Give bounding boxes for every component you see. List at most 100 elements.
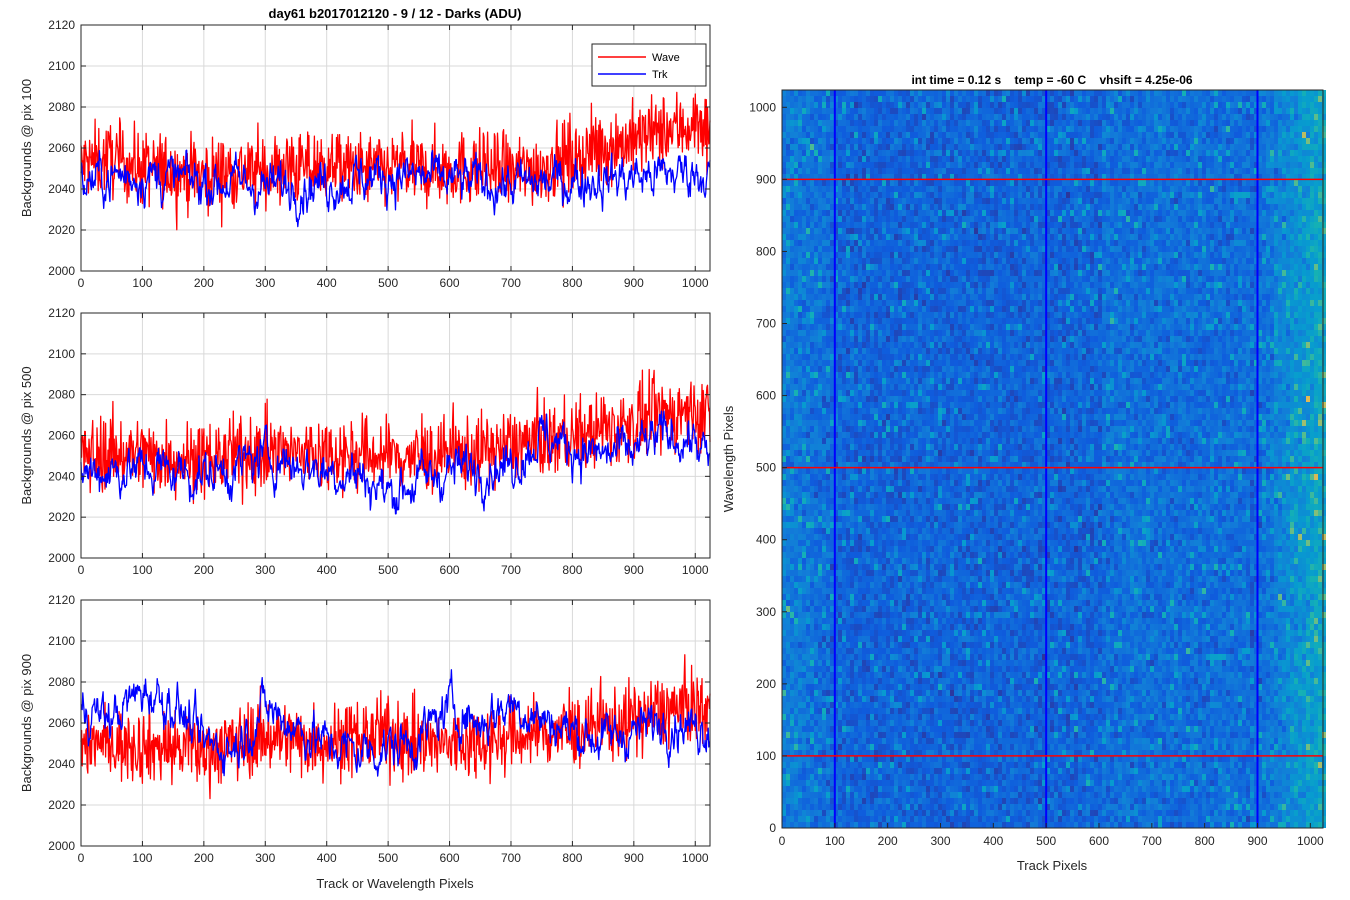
heatmap-cell bbox=[1310, 276, 1314, 282]
heatmap-cell bbox=[1158, 258, 1162, 264]
heatmap-cell bbox=[1178, 150, 1182, 156]
heatmap-cell bbox=[942, 234, 946, 240]
heatmap-cell bbox=[874, 156, 878, 162]
heatmap-cell bbox=[810, 108, 814, 114]
heatmap-cell bbox=[1198, 210, 1202, 216]
heatmap-cell bbox=[1114, 270, 1118, 276]
heatmap-cell bbox=[1162, 234, 1166, 240]
heatmap-cell bbox=[1146, 168, 1150, 174]
heatmap-cell bbox=[814, 114, 818, 120]
heatmap-cell bbox=[866, 288, 870, 294]
heatmap-cell bbox=[842, 150, 846, 156]
heatmap-cell bbox=[1322, 276, 1326, 282]
heatmap-cell bbox=[938, 258, 942, 264]
heatmap-cell bbox=[1006, 204, 1010, 210]
heatmap-cell bbox=[1134, 174, 1138, 180]
heatmap-cell bbox=[1094, 126, 1098, 132]
heatmap-cell bbox=[970, 150, 974, 156]
heatmap-cell bbox=[1010, 144, 1014, 150]
heatmap-cell bbox=[814, 246, 818, 252]
heatmap-cell bbox=[1158, 198, 1162, 204]
heatmap-cell bbox=[1058, 198, 1062, 204]
heatmap-cell bbox=[1134, 114, 1138, 120]
heatmap-cell bbox=[1034, 294, 1038, 300]
heatmap-cell bbox=[1246, 120, 1250, 126]
heatmap-cell bbox=[914, 174, 918, 180]
heatmap-cell bbox=[1226, 282, 1230, 288]
heatmap-cell bbox=[978, 186, 982, 192]
heatmap-cell bbox=[1302, 132, 1306, 138]
heatmap-cell bbox=[1266, 180, 1270, 186]
heatmap-cell bbox=[1078, 96, 1082, 102]
heatmap-cell bbox=[1074, 174, 1078, 180]
heatmap-cell bbox=[1058, 216, 1062, 222]
heatmap-cell bbox=[1250, 252, 1254, 258]
heatmap-cell bbox=[1258, 210, 1262, 216]
heatmap-cell bbox=[1254, 90, 1258, 96]
heatmap-cell bbox=[1238, 204, 1242, 210]
heatmap-cell bbox=[974, 264, 978, 270]
x-tick-label: 200 bbox=[194, 851, 214, 865]
heatmap-cell bbox=[798, 96, 802, 102]
heatmap-cell bbox=[1006, 96, 1010, 102]
heatmap-cell bbox=[1078, 144, 1082, 150]
heatmap-cell bbox=[946, 270, 950, 276]
heatmap-cell bbox=[1246, 288, 1250, 294]
heatmap-cell bbox=[1242, 246, 1246, 252]
heatmap-cell bbox=[914, 246, 918, 252]
heatmap-cell bbox=[786, 138, 790, 144]
heatmap-cell bbox=[1206, 294, 1210, 300]
heatmap-cell bbox=[806, 204, 810, 210]
heatmap-cell bbox=[1294, 234, 1298, 240]
x-tick-label: 900 bbox=[624, 851, 644, 865]
heatmap-cell bbox=[1194, 276, 1198, 282]
heatmap-cell bbox=[970, 138, 974, 144]
heatmap-cell bbox=[986, 270, 990, 276]
heatmap-cell bbox=[814, 138, 818, 144]
heatmap-cell bbox=[1182, 150, 1186, 156]
heatmap-cell bbox=[906, 294, 910, 300]
heatmap-cell bbox=[938, 240, 942, 246]
heatmap-cell bbox=[1126, 282, 1130, 288]
heatmap-cell bbox=[1142, 96, 1146, 102]
heatmap-cell bbox=[846, 96, 850, 102]
heatmap-cell bbox=[1130, 282, 1134, 288]
heatmap-cell bbox=[1150, 216, 1154, 222]
heatmap-cell bbox=[1170, 96, 1174, 102]
heatmap-cell bbox=[1218, 240, 1222, 246]
heatmap-cell bbox=[1110, 150, 1114, 156]
heatmap-cell bbox=[1302, 96, 1306, 102]
heatmap-cell bbox=[1162, 174, 1166, 180]
heatmap-cell bbox=[1314, 270, 1318, 276]
heatmap-cell bbox=[1270, 288, 1274, 294]
heatmap-cell bbox=[990, 186, 994, 192]
heatmap-cell bbox=[930, 174, 934, 180]
heatmap-cell bbox=[1166, 120, 1170, 126]
heatmap-cell bbox=[994, 204, 998, 210]
heatmap-cell bbox=[818, 120, 822, 126]
heatmap-cell bbox=[858, 246, 862, 252]
heatmap-cell bbox=[946, 246, 950, 252]
heatmap-cell bbox=[1314, 168, 1318, 174]
heatmap-cell bbox=[962, 234, 966, 240]
heatmap-cell bbox=[1298, 234, 1302, 240]
x-tick-label: 500 bbox=[378, 276, 398, 290]
heatmap-cell bbox=[1254, 120, 1258, 126]
heatmap-cell bbox=[1226, 288, 1230, 294]
heatmap-cell bbox=[1234, 252, 1238, 258]
heatmap-cell bbox=[1098, 276, 1102, 282]
heatmap-cell bbox=[1274, 234, 1278, 240]
heatmap-cell bbox=[814, 192, 818, 198]
heatmap-cell bbox=[966, 186, 970, 192]
heatmap-cell bbox=[1026, 132, 1030, 138]
heatmap-cell bbox=[974, 132, 978, 138]
heatmap-cell bbox=[1042, 246, 1046, 252]
heatmap-cell bbox=[846, 108, 850, 114]
heatmap-cell bbox=[1218, 132, 1222, 138]
heatmap-cell bbox=[1258, 138, 1262, 144]
heatmap-cell bbox=[890, 126, 894, 132]
heatmap-cell bbox=[1046, 186, 1050, 192]
heatmap-cell bbox=[910, 132, 914, 138]
heatmap-cell bbox=[1090, 210, 1094, 216]
heatmap-cell bbox=[1118, 204, 1122, 210]
